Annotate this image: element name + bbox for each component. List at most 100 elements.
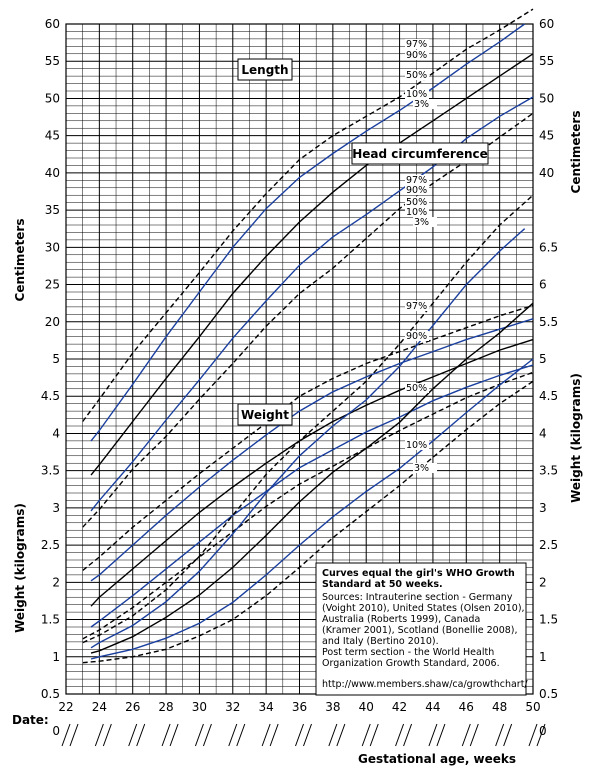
right-tick-label: 60: [539, 17, 554, 31]
date-slash: [269, 723, 279, 747]
left-axis-label-top: Centimeters: [13, 219, 27, 302]
note-body-line: Post term section - the World Health: [322, 647, 494, 658]
head-title: Head circumference: [352, 147, 488, 161]
date-slash: [428, 723, 438, 747]
weight-title: Weight: [241, 408, 289, 422]
left-tick-label: 1: [52, 650, 60, 664]
date-slash: [94, 723, 104, 747]
right-tick-label: 4: [539, 426, 547, 440]
percentile-label-bg: [413, 99, 437, 109]
weight-curve-50pct: [90, 302, 534, 654]
right-axis-label-bottom: Weight (kilograms): [569, 373, 583, 503]
note-body-line: Sources: Intrauterine section - Germany: [322, 592, 513, 603]
x-tick-label: 44: [425, 700, 440, 714]
percentile-curves: [82, 8, 534, 664]
percentile-label-bg: [413, 463, 437, 473]
note-body-line: and Italy (Bertino 2010).: [322, 636, 439, 647]
right-tick-label: 1: [539, 650, 547, 664]
weight-percentile-label: 10%: [406, 440, 427, 451]
percentile-label-bg: [405, 207, 429, 217]
x-tick-label: 46: [459, 700, 474, 714]
head_circumference-percentile-label: 90%: [406, 185, 427, 196]
date-slash: [136, 723, 146, 747]
length-percentile-label: 90%: [406, 50, 427, 61]
head-title-box: Head circumference: [351, 142, 489, 165]
date-slash: [528, 723, 538, 747]
right-tick-label: 2.5: [539, 538, 558, 552]
length-title-box: Length: [237, 58, 293, 81]
head_circumference-percentile-label: 3%: [414, 217, 429, 228]
x-tick-label: 22: [58, 700, 73, 714]
x-tick-label: 48: [492, 700, 507, 714]
date-slash: [102, 723, 112, 747]
date-slash: [403, 723, 413, 747]
note-title-line: Standard at 50 weeks.: [322, 579, 443, 590]
left-tick-label: 55: [45, 54, 60, 68]
length-curve-50pct: [90, 53, 534, 476]
length-curve-97pct: [82, 8, 534, 422]
percentile-label-bg: [405, 175, 429, 185]
head_circumference-curve-90pct: [90, 318, 534, 582]
date-slash: [536, 723, 546, 747]
left-tick-label: 3.5: [41, 464, 60, 478]
x-tick-label: 32: [225, 700, 240, 714]
left-axis-label-bottom: Weight (kilograms): [13, 503, 27, 633]
x-tick-label: 36: [292, 700, 307, 714]
length-percentile-label: 50%: [406, 70, 427, 81]
x-tick-label: 42: [392, 700, 407, 714]
percentile-label-bg: [405, 50, 429, 60]
left-tick-label: 50: [45, 91, 60, 105]
note-body-line: (Kramer 2001), Scotland (Bonellie 2008),: [322, 625, 518, 636]
date-slash: [461, 723, 471, 747]
percentile-label-bg: [405, 383, 429, 393]
right-tick-label: 50: [539, 91, 554, 105]
left-tick-label: 20: [45, 315, 60, 329]
x-axis-label: Gestational age, weeks: [358, 752, 516, 766]
note-url: http://www.members.shaw/ca/growthchart/: [322, 679, 528, 690]
percentile-label-bg: [405, 70, 429, 80]
right-tick-label: 5: [539, 352, 547, 366]
head_circumference-curve-10pct: [90, 364, 534, 628]
percentile-label-bg: [413, 217, 437, 227]
right-axis-label-top: Centimeters: [569, 111, 583, 194]
right-tick-label: 6: [539, 278, 547, 292]
length-percentile-label: 3%: [414, 99, 429, 110]
head_circumference-curve-3pct: [82, 371, 534, 640]
percentile-label-bg: [405, 185, 429, 195]
length-curve-3pct: [82, 112, 534, 528]
date-slash: [436, 723, 446, 747]
x-tick-label: 24: [92, 700, 107, 714]
left-tick-label: 25: [45, 278, 60, 292]
left-tick-label: 0: [52, 724, 60, 738]
left-tick-label: 0.5: [41, 687, 60, 701]
percentile-label-bg: [405, 39, 429, 49]
percentile-label-bg: [405, 89, 429, 99]
x-tick-label: 30: [192, 700, 207, 714]
date-slash: [303, 723, 312, 747]
right-tick-label: 3.5: [539, 464, 558, 478]
length-title: Length: [241, 63, 288, 77]
x-tick-label: 26: [125, 700, 140, 714]
length-percentile-label: 10%: [406, 89, 427, 100]
date-slash: [261, 723, 271, 747]
left-tick-label: 60: [45, 17, 60, 31]
weight-percentile-label: 90%: [406, 331, 427, 342]
left-tick-label: 40: [45, 166, 60, 180]
right-tick-label: 0.5: [539, 687, 558, 701]
right-tick-label: 4.5: [539, 389, 558, 403]
weight-title-box: Weight: [237, 403, 293, 426]
left-tick-label: 4: [52, 426, 60, 440]
percentile-label-bg: [405, 331, 429, 341]
right-tick-label: 45: [539, 129, 554, 143]
x-tick-label: 40: [359, 700, 374, 714]
axis-labels: 60555045403530252054.543.532.521.510.506…: [41, 17, 558, 747]
date-slash: [161, 723, 171, 747]
x-tick-label: 34: [259, 700, 274, 714]
date-slash: [69, 723, 79, 747]
note-body-line: (Voight 2010), United States (Olsen 2010…: [322, 603, 525, 614]
right-tick-label: 40: [539, 166, 554, 180]
weight-curve-90pct: [90, 228, 526, 649]
weight-percentile-label: 3%: [414, 463, 429, 474]
right-tick-label: 6.5: [539, 240, 558, 254]
date-slash: [369, 723, 379, 747]
